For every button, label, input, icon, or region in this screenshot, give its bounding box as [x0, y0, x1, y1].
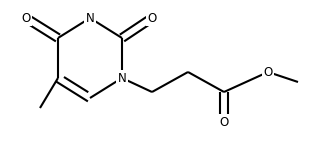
Text: O: O	[21, 11, 31, 24]
Text: N: N	[86, 11, 94, 24]
Text: N: N	[118, 72, 126, 84]
Text: O: O	[147, 11, 157, 24]
Text: O: O	[263, 65, 273, 79]
Text: O: O	[219, 115, 228, 129]
